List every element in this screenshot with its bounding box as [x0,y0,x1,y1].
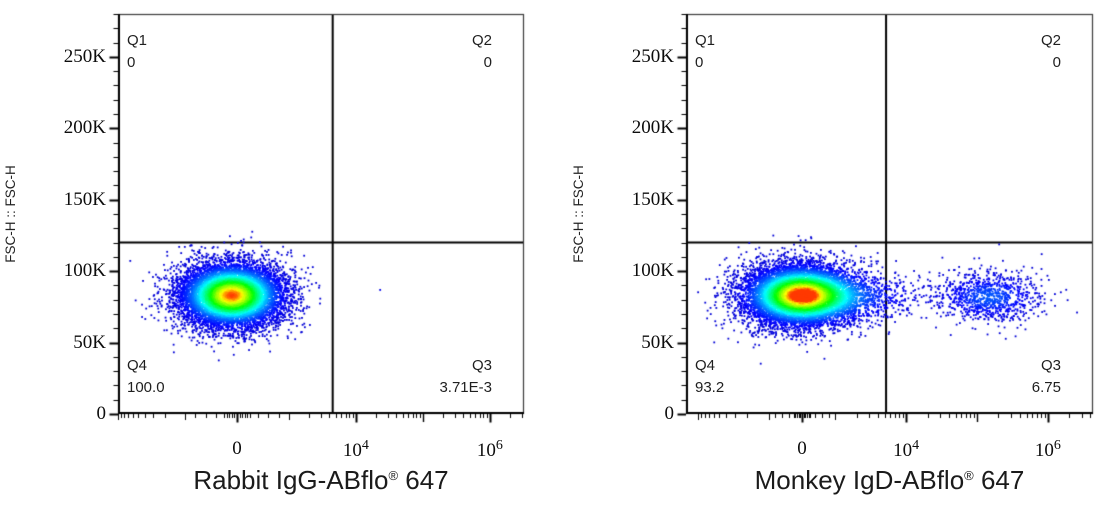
quadrant-q1-label: Q1 [695,32,716,49]
quadrant-q3-value: 3.71E-3 [439,379,492,396]
quadrant-q3-value: 6.75 [1031,379,1061,396]
quadrant-q1-stats: Q1 0 [127,30,147,74]
x-axis-title: Monkey IgD-ABflo® 647 [754,465,1025,495]
y-axis-title: FSC-H :: FSC-H [3,165,18,263]
quadrant-q4-label: Q4 [695,357,716,374]
y-axis-title: FSC-H :: FSC-H [571,165,586,263]
quadrant-q1-value: 0 [127,54,136,71]
quadrant-q2-stats: Q2 0 [1041,30,1061,74]
y-axis-tick-labels: 0 50K 100K 150K 200K 250K [64,14,524,424]
quadrant-q4-value: 100.0 [127,379,165,396]
registered-trademark-symbol: ® [964,468,974,483]
quadrant-q4-value: 93.2 [695,379,725,396]
x-axis-tick-labels: 0 104 106 [118,14,524,461]
quadrant-q2-value: 0 [483,54,492,71]
plot-monkey-igd: Q1 0 Q2 0 Q4 93.2 Q3 6.75 0 50K 100K 150K 20… [571,14,1093,495]
plot-rabbit-igg: Q1 0 Q2 0 Q4 100.0 Q3 3.71E-3 0 50K 100K 15… [3,14,524,495]
registered-trademark-symbol: ® [388,468,399,483]
quadrant-q2-label: Q2 [1040,32,1061,49]
quadrant-q1-value: 0 [695,54,704,71]
quadrant-q3-label: Q3 [1040,357,1061,374]
quadrant-q1-stats: Q1 0 [695,30,715,74]
y-axis-tick-labels: 0 50K 100K 150K 200K 250K [632,14,1093,424]
quadrant-q4-stats: Q4 93.2 [695,355,724,399]
quadrant-q2-value: 0 [1052,54,1061,71]
quadrant-q4-stats: Q4 100.0 [127,355,165,399]
x-axis-title: Rabbit IgG-ABflo® 647 [193,465,449,495]
quadrant-q2-label: Q2 [471,32,492,49]
quadrant-q4-label: Q4 [127,357,148,374]
quadrant-q2-stats: Q2 0 [472,30,492,74]
quadrant-q3-stats: Q3 3.71E-3 [439,355,492,399]
quadrant-q1-label: Q1 [127,32,148,49]
x-axis-tick-labels: 0 104 106 [686,14,1093,461]
quadrant-q3-label: Q3 [471,357,492,374]
quadrant-q3-stats: Q3 6.75 [1032,355,1061,399]
